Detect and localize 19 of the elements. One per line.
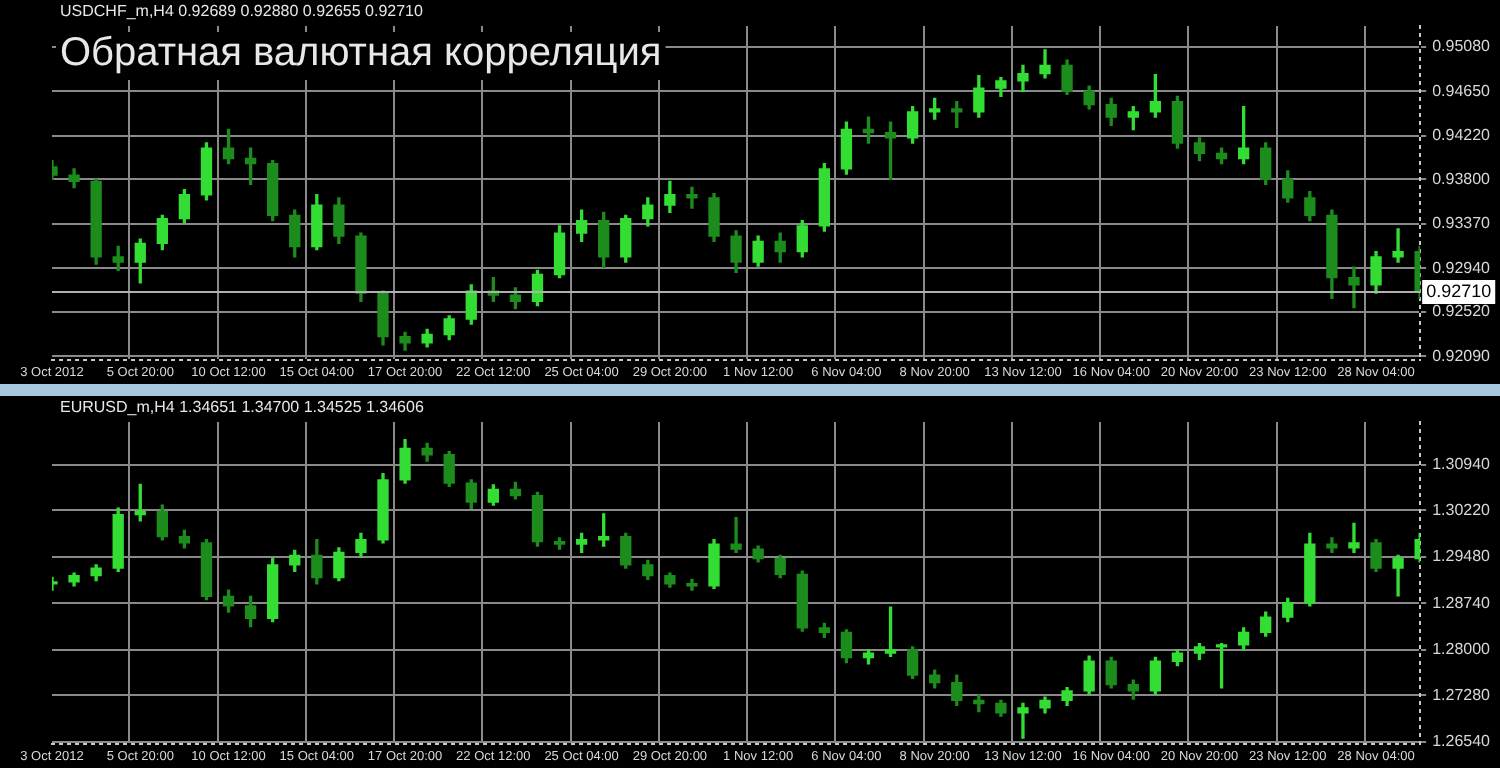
text: EURUSD_m,H4 1.34651 1.34700 1.34525 1.34606: [60, 398, 425, 417]
y-tick-label: 0.94650: [1432, 81, 1492, 100]
y-tick-label: 1.26540: [1432, 732, 1492, 751]
y-tick-label: 1.29480: [1432, 547, 1492, 566]
y-tick-label: 1.30940: [1432, 455, 1492, 474]
y-tick-label: 0.93800: [1432, 169, 1492, 188]
y-tick-label: 1.28740: [1432, 593, 1492, 612]
y-tick-label: 0.94220: [1432, 126, 1492, 145]
text: USDCHF_m,H4 0.92689 0.92880 0.92655 0.92710: [60, 2, 425, 21]
chart-title: Обратная валютная корреляция: [60, 31, 662, 76]
y-tick-label: 0.92940: [1432, 258, 1492, 277]
y-tick-label: 0.92520: [1432, 302, 1492, 321]
y-tick-label: 1.27280: [1432, 685, 1492, 704]
y-tick-label: 0.95080: [1432, 37, 1492, 56]
y-tick-label: 1.30220: [1432, 500, 1492, 519]
y-tick-label: 0.92090: [1432, 346, 1492, 365]
ref-line-label: 0.92710: [1426, 281, 1492, 302]
y-tick-label: 0.93370: [1432, 214, 1492, 233]
y-tick-label: 1.28000: [1432, 640, 1492, 659]
